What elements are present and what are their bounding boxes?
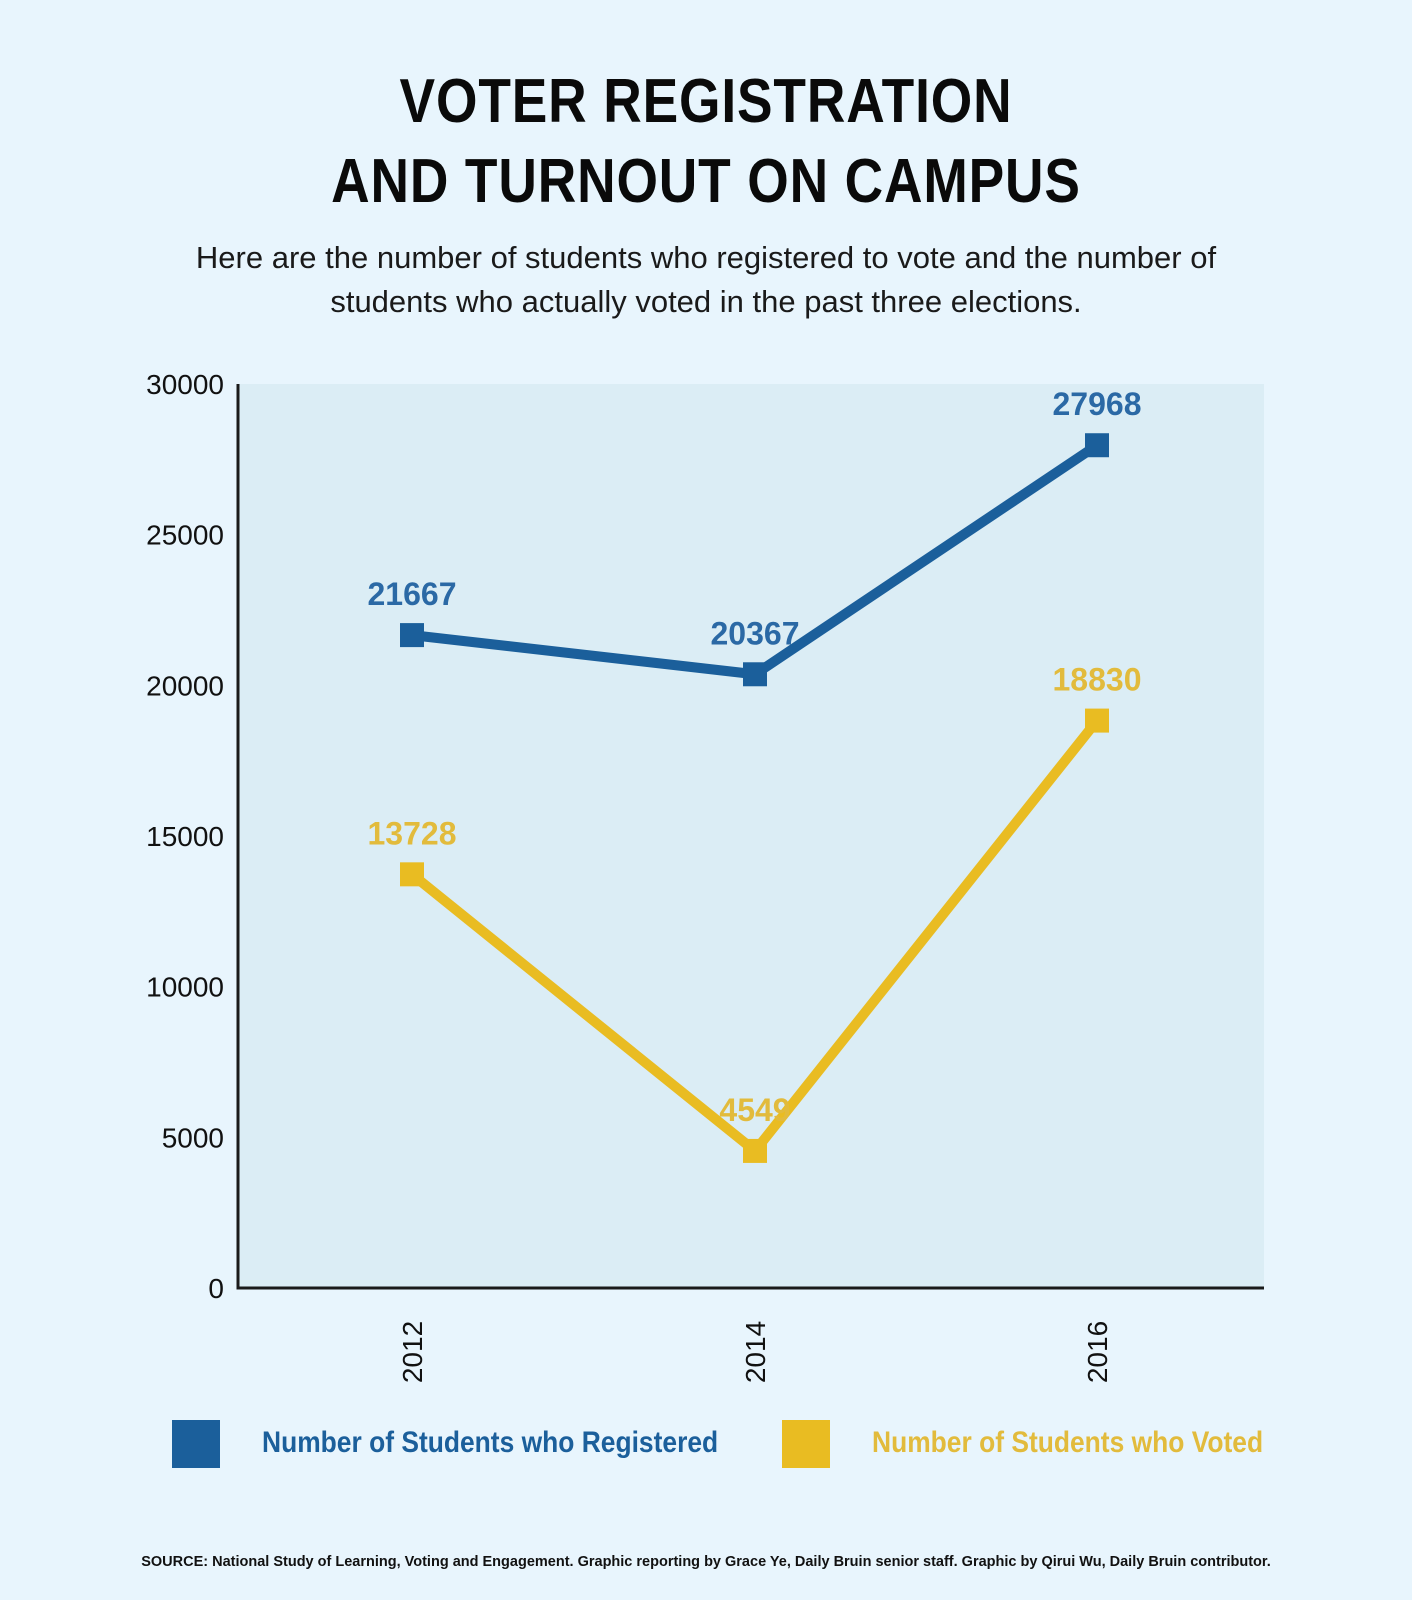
legend-label-voted: Number of Students who Voted	[872, 1426, 1264, 1459]
y-tick-label-25000: 25000	[146, 520, 224, 551]
data-point-registered-2012	[400, 623, 424, 648]
legend-swatch-voted	[782, 1420, 830, 1468]
y-tick-label-30000: 30000	[146, 369, 224, 400]
y-tick-label-5000: 5000	[162, 1122, 224, 1153]
data-point-voted-2012	[400, 862, 424, 887]
data-label-voted-2014: 4549	[719, 1092, 790, 1128]
chart-title-line-1: VOTER REGISTRATION	[399, 67, 1013, 136]
legend-swatch-registered	[172, 1420, 220, 1468]
chart-title: VOTER REGISTRATION AND TURNOUT ON CAMPUS	[99, 62, 1313, 222]
x-tick-label-2016: 2016	[1082, 1321, 1113, 1383]
data-point-voted-2016	[1085, 708, 1109, 733]
data-point-voted-2014	[743, 1138, 767, 1163]
y-tick-label-0: 0	[208, 1273, 224, 1304]
data-point-registered-2014	[743, 662, 767, 687]
y-tick-label-20000: 20000	[146, 670, 224, 701]
data-label-registered-2016: 27968	[1053, 386, 1142, 422]
data-label-registered-2014: 20367	[711, 615, 800, 651]
data-label-voted-2016: 18830	[1053, 662, 1142, 698]
data-label-voted-2012: 13728	[368, 815, 457, 851]
chart-subtitle-line-1: Here are the number of students who regi…	[195, 240, 1217, 275]
chart-subtitle-line-2: students who actually voted in the past …	[330, 284, 1082, 319]
data-label-registered-2012: 21667	[368, 576, 457, 612]
chart-subtitle: Here are the number of students who regi…	[0, 236, 1412, 324]
y-tick-label-15000: 15000	[146, 821, 224, 852]
x-tick-label-2012: 2012	[397, 1321, 428, 1383]
x-tick-label-2014: 2014	[740, 1321, 771, 1383]
y-tick-label-10000: 10000	[146, 972, 224, 1003]
legend-label-registered: Number of Students who Registered	[262, 1426, 719, 1459]
chart-title-line-2: AND TURNOUT ON CAMPUS	[331, 147, 1081, 216]
plot-area	[238, 384, 1264, 1288]
source-note: SOURCE: National Study of Learning, Voti…	[141, 1554, 1271, 1570]
data-point-registered-2016	[1085, 433, 1109, 458]
